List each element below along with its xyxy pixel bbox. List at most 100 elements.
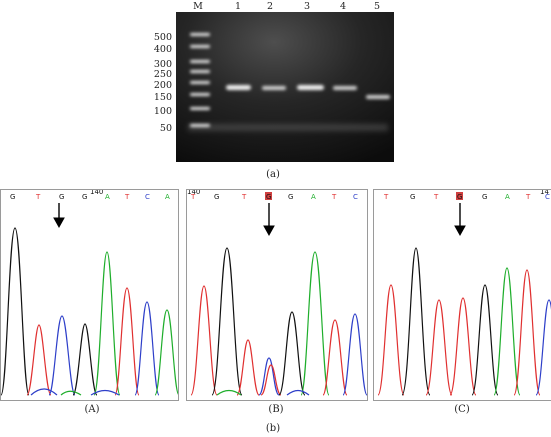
base-call: G [10,193,15,201]
base-call: C [353,193,358,201]
peak-t [322,319,348,396]
peak-g [278,311,306,396]
lane-label: 3 [303,1,311,12]
caption-A: (A) [84,404,100,415]
ladder-label: 400 [153,44,172,55]
peak-c [258,357,280,396]
peak-t [425,299,453,396]
mutation-arrow [263,203,275,237]
chromatogram-b-trace: T G T G G A T C 140 [187,190,367,396]
base-call: G [214,193,219,201]
caption-b: (b) [265,423,281,434]
base-call: T [525,193,531,201]
ladder-label: 250 [153,69,172,80]
peak-a [300,251,330,396]
mutation-arrow [53,203,65,229]
gel-figure: 500 400 300 250 200 150 100 50 [130,0,400,165]
background-trace [60,390,82,396]
mutation-arrow [454,203,466,237]
base-call: A [165,193,170,201]
ladder-band-300 [190,60,210,63]
background-trace [286,389,310,396]
lane-label: 4 [339,1,347,12]
base-call: A [105,193,110,201]
position-marker: 140 [187,190,200,196]
background-trace [30,388,120,396]
ladder-band-400 [190,45,210,48]
ladder-band-50 [190,124,210,127]
base-call: T [383,193,389,201]
lane-label: 5 [373,1,381,12]
lane-5-band [366,95,390,99]
chromatogram-a: G T G G A T C A 140 [0,189,179,401]
ladder-band-100 [190,107,210,110]
ladder-band-200 [190,81,210,84]
ladder-label: 50 [159,123,172,134]
ladder-band-500 [190,33,210,36]
caption-a: (a) [266,169,280,180]
chromatogram-c: T G T G G A T C 14 [373,189,551,401]
peak-t [236,339,260,396]
base-call: T [35,193,41,201]
peak-a [493,267,521,396]
ladder-label: 150 [153,92,172,103]
caption-C: (C) [454,404,470,415]
ladder-label: 100 [153,106,172,117]
ladder-bands [190,33,210,127]
position-marker: 14 [540,190,549,196]
background-trace [216,389,242,396]
peak-t [114,287,140,396]
peak-c [134,301,160,396]
base-call: A [311,193,316,201]
peak-g [1,227,30,396]
chromatogram-b: T G T G G A T C 140 [186,189,368,401]
peak-t [190,285,218,396]
caption-B: (B) [268,404,284,415]
ladder-label: 500 [153,32,172,43]
peak-g [471,284,499,396]
chromatogram-a-trace: G T G G A T C A 140 [1,190,178,396]
base-call: G [82,193,87,201]
base-call: T [433,193,439,201]
primer-dimer-band [188,124,388,131]
lane-3-band [297,85,324,90]
peak-c [342,313,367,396]
base-call: T [190,193,196,201]
mutation-highlight [456,192,463,200]
peak-g [72,323,98,396]
lane-label: M [193,1,203,12]
peak-t [26,324,52,396]
ladder-band-250 [190,70,210,73]
peak-g [211,247,243,396]
base-call: C [145,193,150,201]
chromatogram-c-trace: T G T G G A T C 14 [377,190,551,396]
lane-2-band [262,86,286,90]
peak-t [377,284,405,396]
base-call: G [482,193,487,201]
peak-c [535,299,551,396]
base-call: G [266,193,271,201]
gel-image [176,12,394,162]
lane-label: 2 [266,1,274,12]
peak-g [401,247,431,396]
base-call: G [410,193,415,201]
lane-label: 1 [234,1,242,12]
mutation-highlight [265,192,272,200]
peak-t [449,297,477,396]
lane-1-band [226,85,251,90]
base-call: G [288,193,293,201]
base-call: T [241,193,247,201]
ladder-band-150 [190,93,210,96]
base-call: T [331,193,337,201]
base-call: G [59,193,64,201]
lane-4-band [333,86,357,90]
base-call: T [124,193,130,201]
base-call: A [505,193,510,201]
position-marker: 140 [90,190,103,196]
ladder-label: 300 [153,59,172,70]
peak-a [93,251,121,396]
ladder-label: 200 [153,80,172,91]
peak-c [48,315,76,396]
sample-bands [226,85,390,99]
peak-t [513,269,541,396]
